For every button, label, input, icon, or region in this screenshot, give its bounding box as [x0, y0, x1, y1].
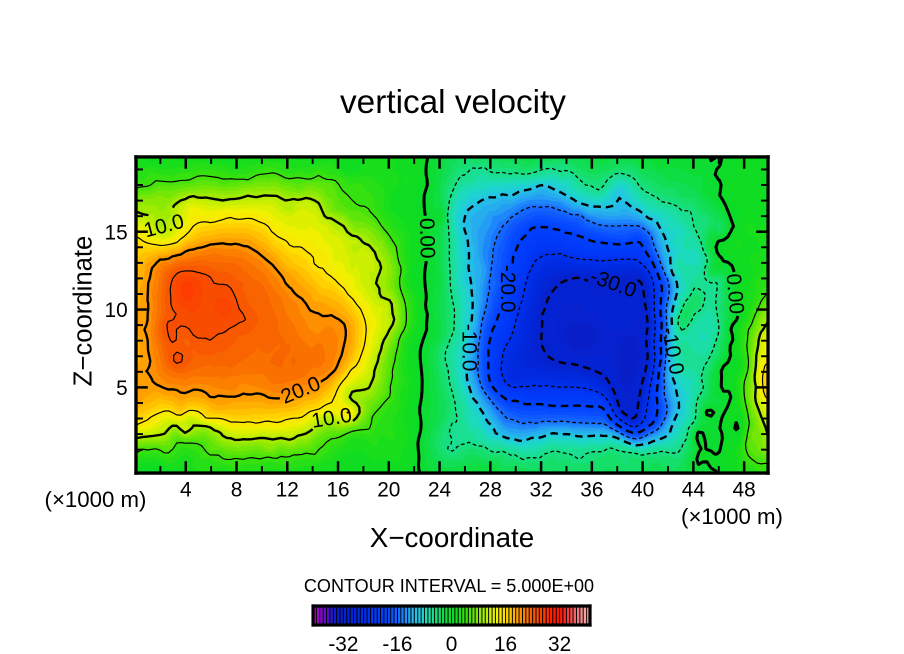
svg-text:44: 44 — [682, 478, 705, 501]
svg-text:24: 24 — [428, 478, 451, 501]
svg-text:28: 28 — [479, 478, 502, 501]
svg-text:(×1000 m): (×1000 m) — [681, 504, 783, 529]
svg-text:X−coordinate: X−coordinate — [370, 522, 534, 553]
svg-text:0.00: 0.00 — [722, 273, 749, 315]
svg-text:-20.0: -20.0 — [496, 265, 519, 312]
svg-text:12: 12 — [276, 478, 299, 501]
svg-text:-32: -32 — [328, 633, 358, 654]
svg-text:-10.0: -10.0 — [457, 324, 480, 371]
svg-text:32: 32 — [548, 633, 571, 654]
svg-text:0: 0 — [446, 633, 458, 654]
svg-text:(×1000 m): (×1000 m) — [45, 487, 147, 512]
svg-text:8: 8 — [231, 478, 243, 501]
svg-text:5: 5 — [116, 377, 128, 400]
svg-text:vertical velocity: vertical velocity — [340, 84, 566, 121]
svg-text:48: 48 — [733, 478, 756, 501]
svg-text:0.00: 0.00 — [415, 218, 439, 259]
svg-text:Z−coordinate: Z−coordinate — [70, 236, 98, 387]
svg-text:32: 32 — [530, 478, 553, 501]
svg-text:-16: -16 — [382, 633, 412, 654]
svg-text:16: 16 — [326, 478, 349, 501]
svg-text:15: 15 — [104, 221, 127, 244]
svg-text:4: 4 — [180, 478, 192, 501]
svg-text:40: 40 — [631, 478, 654, 501]
svg-text:36: 36 — [580, 478, 603, 501]
svg-text:20: 20 — [377, 478, 400, 501]
svg-text:CONTOUR INTERVAL = 5.000E+00: CONTOUR INTERVAL = 5.000E+00 — [304, 576, 594, 596]
svg-text:16: 16 — [494, 633, 517, 654]
svg-text:10: 10 — [104, 299, 127, 322]
